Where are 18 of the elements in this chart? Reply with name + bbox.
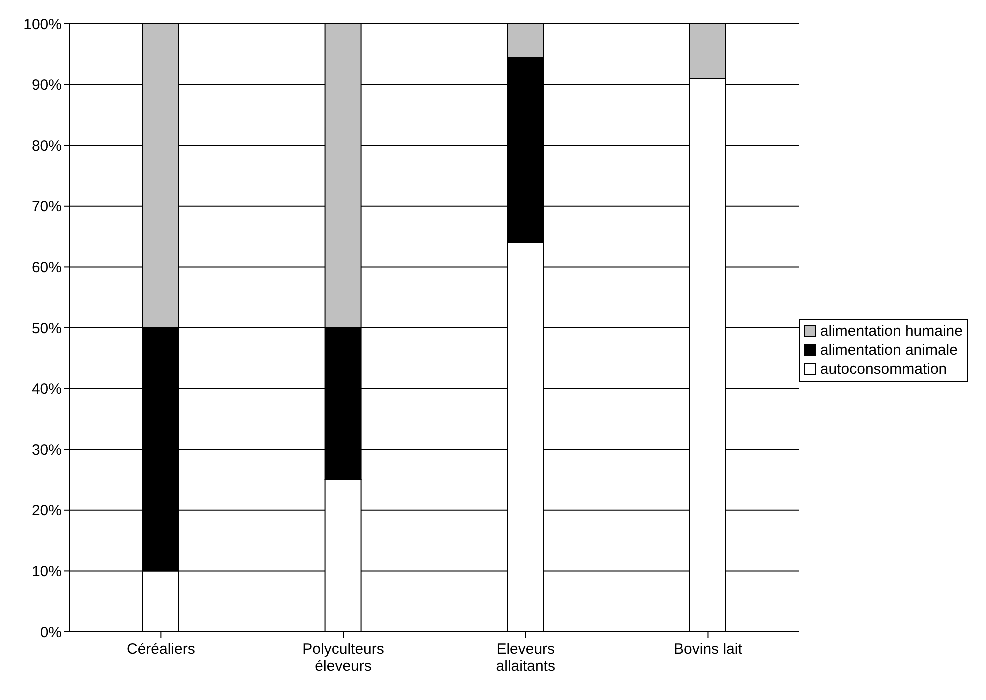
y-tick-label: 50% [32, 320, 62, 338]
y-tick-label: 80% [32, 138, 62, 155]
legend-label: autoconsommation [820, 360, 948, 378]
x-tick-label: Céréaliers [126, 641, 196, 658]
x-tick-label: Bovins lait [674, 641, 744, 658]
y-tick-label: 0% [40, 624, 62, 642]
y-tick-label: 100% [24, 16, 62, 34]
x-tick-label: Polyculteurs éleveurs [302, 641, 384, 675]
y-tick-label: 10% [32, 564, 62, 581]
legend-label: alimentation humaine [820, 322, 963, 340]
y-tick-label: 60% [32, 260, 62, 277]
y-tick-label: 30% [32, 442, 62, 459]
y-tick-label: 90% [32, 77, 62, 94]
x-tick-label: Eleveurs allaitants [496, 641, 556, 675]
y-tick-label: 40% [32, 381, 62, 398]
legend-label: alimentation animale [820, 340, 958, 360]
y-tick-label: 70% [32, 198, 62, 216]
y-tick-label: 20% [32, 502, 62, 520]
